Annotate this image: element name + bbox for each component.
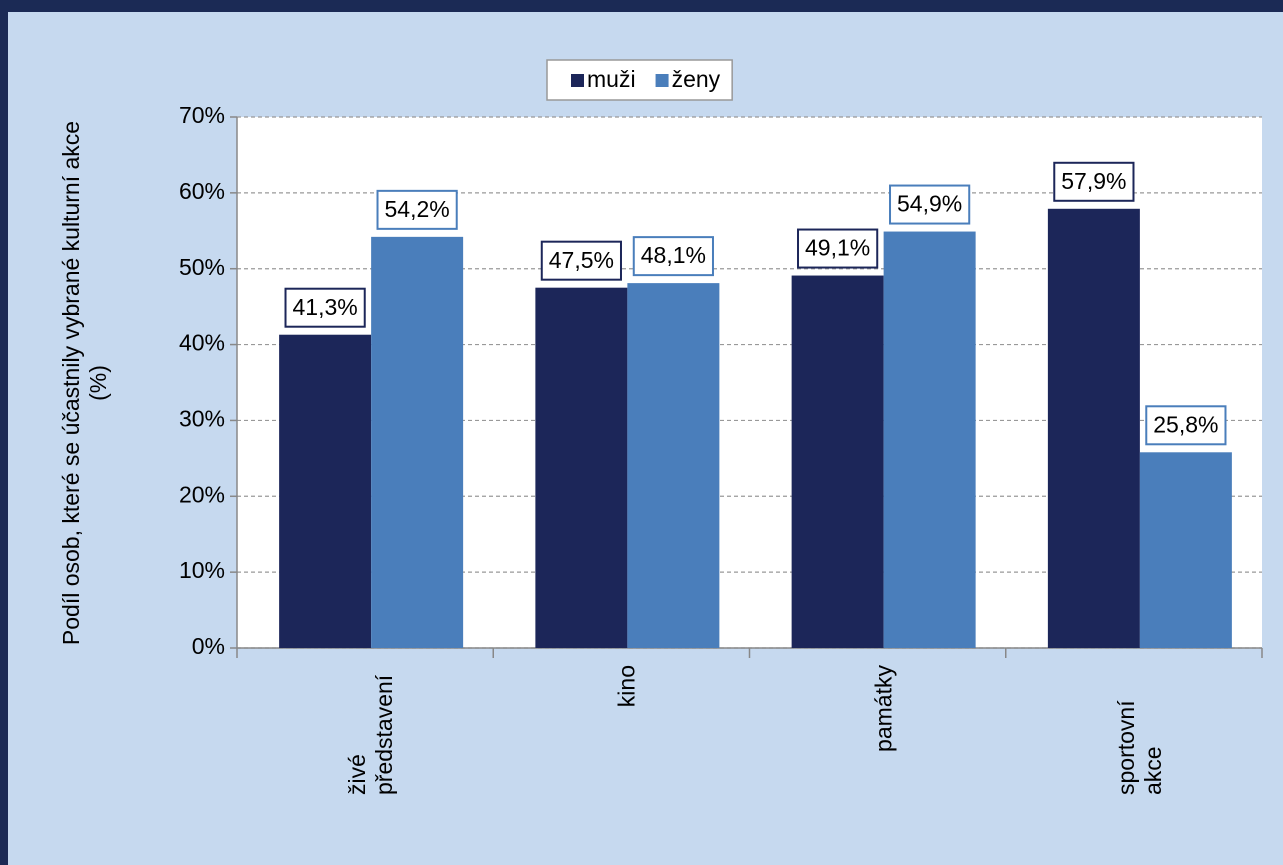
value-label: 41,3% — [293, 294, 358, 320]
y-tick-label: 20% — [179, 481, 225, 507]
value-label-box — [284, 287, 366, 328]
value-label: 54,9% — [897, 191, 962, 217]
bar — [371, 236, 464, 648]
value-label-box — [632, 236, 714, 277]
bar — [883, 231, 976, 648]
value-label-box — [1053, 161, 1135, 202]
value-label: 57,9% — [1061, 168, 1126, 194]
bar — [1139, 452, 1232, 648]
y-tick-label: 60% — [179, 178, 225, 204]
value-label-box — [1145, 405, 1227, 446]
y-tick-label: 50% — [179, 254, 225, 280]
y-tick-label: 40% — [179, 330, 225, 356]
y-tick-label: 0% — [192, 633, 225, 659]
bar — [627, 283, 720, 648]
value-label-box — [797, 228, 879, 269]
legend-swatch — [655, 74, 669, 87]
value-label-box — [376, 189, 458, 230]
value-label-box — [889, 184, 971, 225]
x-tick-label: kino — [613, 665, 640, 708]
y-tick-label: 10% — [179, 557, 225, 583]
value-label: 49,1% — [805, 235, 870, 261]
bar — [279, 334, 372, 648]
y-tick-label: 70% — [179, 102, 225, 128]
x-tick-label: sportovní akce — [1112, 700, 1166, 795]
value-label-box — [540, 240, 622, 281]
legend-swatch — [571, 74, 584, 87]
value-label: 25,8% — [1153, 411, 1218, 437]
bar — [1047, 208, 1140, 648]
bar — [535, 287, 628, 648]
legend-label: muži — [587, 66, 636, 92]
y-tick-label: 30% — [179, 406, 225, 432]
y-axis-title: Podíl osob, které se účastnily vybrané k… — [58, 120, 111, 646]
x-tick-label: živé představení — [344, 674, 398, 795]
bar — [791, 275, 884, 648]
value-label: 48,1% — [641, 242, 706, 268]
legend-label: ženy — [672, 66, 721, 92]
x-tick-label: památky — [870, 665, 897, 752]
value-label: 47,5% — [549, 247, 614, 273]
value-label: 54,2% — [385, 196, 450, 222]
